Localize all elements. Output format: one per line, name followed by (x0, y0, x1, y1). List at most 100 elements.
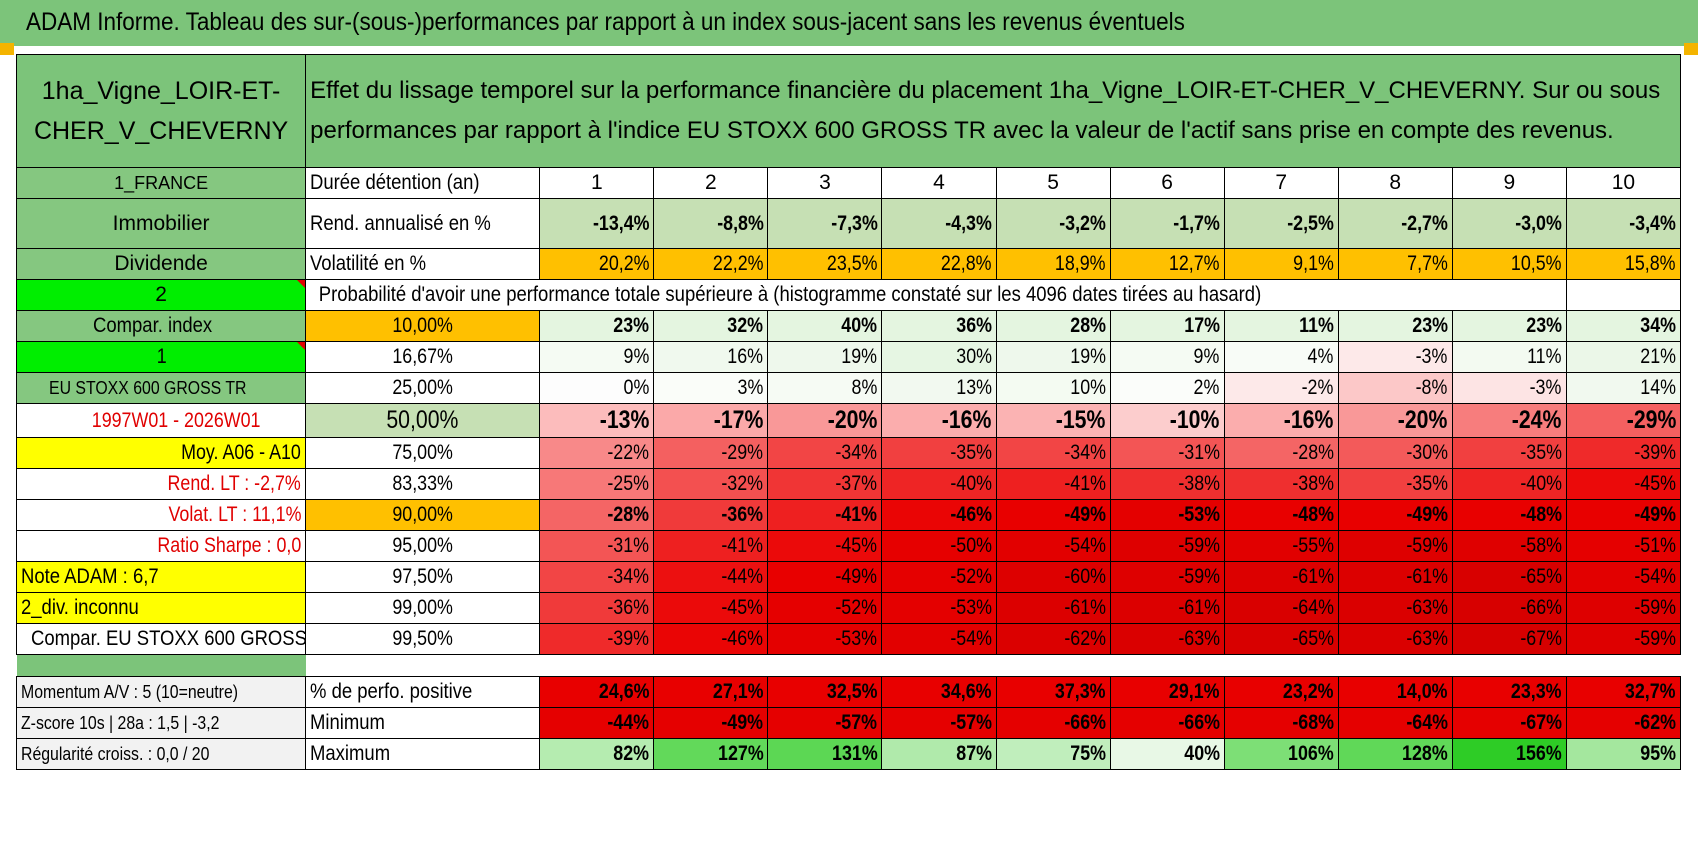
rend-value: -1,7% (1109, 198, 1225, 249)
quantile-value: -58% (1451, 530, 1567, 562)
quantile-value: -10% (1109, 403, 1225, 438)
rend-value: -2,7% (1337, 198, 1453, 249)
min-label: Minimum (305, 707, 541, 739)
quantile-level: 99,50% (305, 623, 541, 655)
quantile-value: -59% (1565, 592, 1682, 624)
quantile-value: 14% (1565, 372, 1682, 404)
zscore-label: Z-score 10s | 28a : 1,5 | -3,2 (15, 707, 307, 739)
compar-index-label: Compar. index (15, 310, 307, 342)
gap-spacer (306, 655, 1681, 677)
year-header-2: 2 (653, 167, 769, 199)
rend-value: -4,3% (881, 198, 997, 249)
quantile-value: 10% (995, 372, 1111, 404)
min-value: -66% (1109, 707, 1225, 739)
rend-value: -2,5% (1223, 198, 1339, 249)
quantile-value: -62% (995, 623, 1111, 655)
title-bar: ADAM Informe. Tableau des sur-(sous-)per… (0, 0, 1698, 46)
quantile-value: -49% (1337, 499, 1453, 531)
quantile-level: 16,67% (305, 341, 541, 373)
category-label: Immobilier (15, 198, 307, 249)
quantile-value: -60% (995, 561, 1111, 593)
quantile-level: 10,00% (305, 310, 541, 342)
quantile-level: 25,00% (305, 372, 541, 404)
quantile-value: -3% (1451, 372, 1567, 404)
quantile-value: -66% (1451, 592, 1567, 624)
num1-cell[interactable]: 1 (15, 341, 307, 373)
quantile-value: -34% (995, 437, 1111, 469)
dividend-label: Dividende (15, 248, 307, 280)
vol-value: 9,1% (1223, 248, 1339, 280)
quantile-value: -36% (653, 499, 769, 531)
quantile-value: 40% (767, 310, 883, 342)
rend-value: -7,3% (767, 198, 883, 249)
quantile-value: -61% (1337, 561, 1453, 593)
min-value: -44% (539, 707, 655, 739)
quantile-value: -35% (1451, 437, 1567, 469)
description-text: Effet du lissage temporel sur la perform… (310, 77, 1661, 144)
quantile-value: -59% (1109, 530, 1225, 562)
quantile-value: -65% (1451, 561, 1567, 593)
volat-lt-label: Volat. LT : 11,1% (15, 499, 307, 531)
vol-label: Volatilité en % (305, 248, 541, 280)
quantile-value: -29% (653, 437, 769, 469)
quantile-value: -44% (653, 561, 769, 593)
pos-label: % de perfo. positive (305, 676, 541, 708)
quantile-value: 3% (653, 372, 769, 404)
quantile-value: -51% (1565, 530, 1682, 562)
duree-label: Durée détention (an) (305, 167, 541, 199)
year-header-1: 1 (539, 167, 655, 199)
max-value: 127% (653, 738, 769, 770)
min-value: -64% (1337, 707, 1453, 739)
max-value: 82% (539, 738, 655, 770)
asset-name: 1ha_Vigne_LOIR-ET-CHER_V_CHEVERNY (33, 77, 289, 145)
quantile-value: -53% (1109, 499, 1225, 531)
quantile-value: -53% (881, 592, 997, 624)
quantile-level: 99,00% (305, 592, 541, 624)
quantile-value: 36% (881, 310, 997, 342)
quantile-value: -17% (653, 403, 769, 438)
quantile-value: -36% (539, 592, 655, 624)
asset-name-cell: 1ha_Vigne_LOIR-ET-CHER_V_CHEVERNY (15, 54, 307, 168)
quantile-value: 21% (1565, 341, 1682, 373)
min-value: -66% (995, 707, 1111, 739)
quantile-value: -41% (653, 530, 769, 562)
quantile-value: 28% (995, 310, 1111, 342)
quantile-value: -40% (1451, 468, 1567, 500)
max-value: 106% (1223, 738, 1339, 770)
quantile-value: -45% (653, 592, 769, 624)
quantile-value: -34% (539, 561, 655, 593)
quantile-value: -2% (1223, 372, 1339, 404)
quantile-value: -3% (1337, 341, 1453, 373)
quantile-level: 50,00% (305, 403, 541, 438)
max-value: 40% (1109, 738, 1225, 770)
quantile-value: -40% (881, 468, 997, 500)
rend-value: -3,2% (995, 198, 1111, 249)
rend-value: -13,4% (539, 198, 655, 249)
corner-marker-left (0, 43, 14, 55)
min-value: -62% (1565, 707, 1682, 739)
pos-value: 34,6% (881, 676, 997, 708)
quantile-value: -39% (1565, 437, 1682, 469)
pos-value: 23,3% (1451, 676, 1567, 708)
quantile-value: -45% (767, 530, 883, 562)
quantile-value: -24% (1451, 403, 1567, 438)
rend-value: -3,4% (1565, 198, 1682, 249)
index-name-label: EU STOXX 600 GROSS TR (15, 372, 307, 404)
period-label: 1997W01 - 2026W01 (15, 403, 307, 438)
quantile-value: 9% (1109, 341, 1225, 373)
quantile-value: -54% (1565, 561, 1682, 593)
max-value: 95% (1565, 738, 1682, 770)
quantile-value: -59% (1565, 623, 1682, 655)
quantile-value: -48% (1223, 499, 1339, 531)
quantile-value: -41% (995, 468, 1111, 500)
num2-cell[interactable]: 2 (15, 279, 307, 311)
pos-value: 29,1% (1109, 676, 1225, 708)
vol-value: 7,7% (1337, 248, 1453, 280)
quantile-value: -28% (539, 499, 655, 531)
year-header-6: 6 (1109, 167, 1225, 199)
quantile-value: -35% (1337, 468, 1453, 500)
quantile-value: 23% (1337, 310, 1453, 342)
quantile-value: -54% (995, 530, 1111, 562)
min-value: -57% (881, 707, 997, 739)
rend-label: Rend. annualisé en % (305, 198, 541, 249)
